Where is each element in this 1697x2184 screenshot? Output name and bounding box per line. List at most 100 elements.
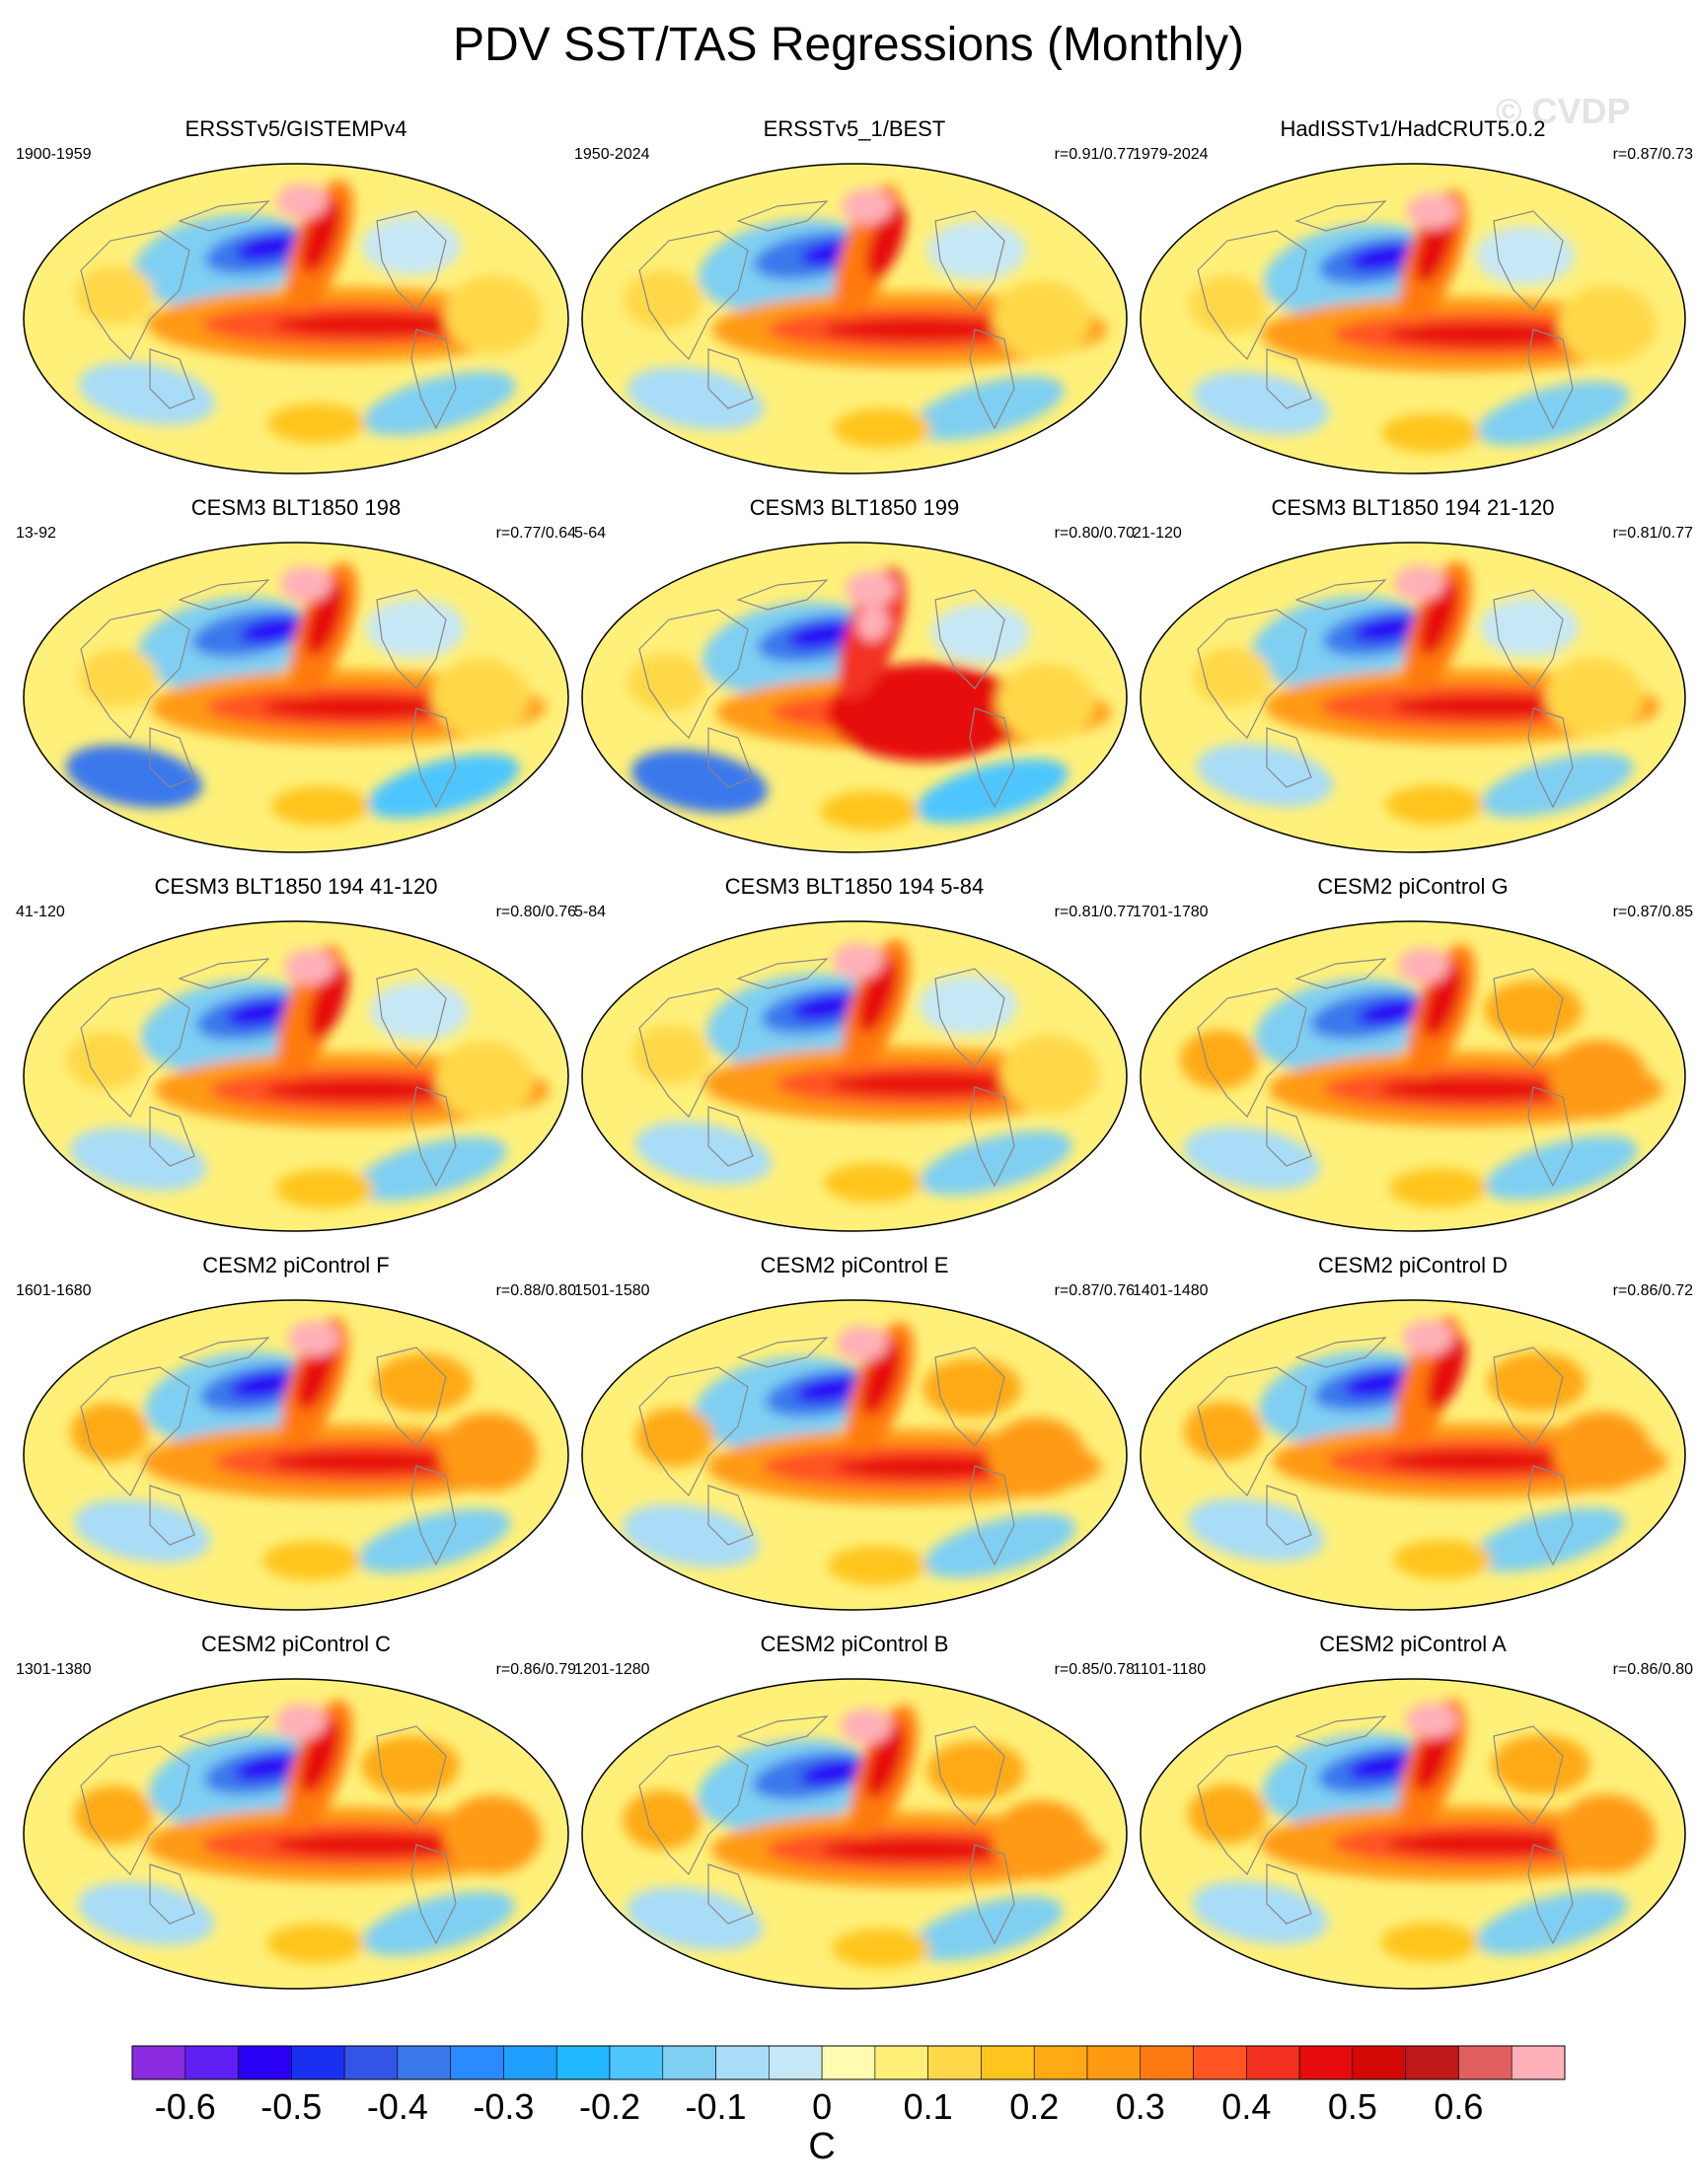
- map-panel: HadISSTv1/HadCRUT5.0.2 1979-2024 r=0.87/0.…: [1133, 116, 1693, 495]
- anomaly-region: [361, 1891, 515, 1956]
- regression-map: [23, 920, 569, 1232]
- anomaly-region: [1484, 981, 1583, 1040]
- coastline: [1493, 968, 1564, 1068]
- anomaly-region: [1480, 598, 1579, 657]
- anomaly-region: [922, 1358, 1021, 1418]
- figure-title: PDV SST/TAS Regressions (Monthly): [452, 19, 1244, 71]
- panel-title: CESM3 BLT1850 194 21-120: [1271, 495, 1555, 520]
- coastline: [638, 987, 749, 1119]
- anomaly-region: [300, 198, 341, 273]
- coastline: [1294, 1337, 1387, 1368]
- anomaly-region: [1383, 1449, 1581, 1473]
- anomaly-region: [443, 1795, 542, 1874]
- anomaly-region: [267, 403, 366, 443]
- panel-title: CESM2 piControl F: [202, 1253, 390, 1277]
- anomaly-region: [299, 1718, 340, 1793]
- panel-title: CESM3 BLT1850 194 5-84: [724, 874, 985, 899]
- map-panel: ERSSTv5_1/BEST 1950-2024 r=0.91/0.77: [574, 116, 1135, 495]
- anomaly-region: [1388, 323, 1586, 346]
- coastline: [178, 200, 270, 232]
- anomaly-region: [1557, 1794, 1656, 1873]
- map-outline: [1140, 542, 1686, 853]
- anomaly-region: [69, 1128, 207, 1191]
- anomaly-region: [1348, 1753, 1417, 1781]
- coastline: [969, 328, 1015, 430]
- anomaly-region: [366, 754, 520, 819]
- coastline: [934, 968, 1005, 1068]
- anomaly-region: [1426, 1335, 1467, 1410]
- coastline: [1294, 958, 1387, 989]
- anomaly-region: [865, 203, 907, 278]
- coastline: [736, 1715, 829, 1747]
- anomaly-region: [626, 1887, 764, 1950]
- anomaly-region: [992, 1800, 1090, 1879]
- anomaly-region: [841, 1709, 892, 1744]
- anomaly-region: [1196, 744, 1334, 807]
- anomaly-region: [74, 1785, 153, 1845]
- anomaly-region: [1193, 647, 1272, 706]
- panel-title: HadISSTv1/HadCRUT5.0.2: [1280, 116, 1546, 141]
- coastline: [149, 727, 195, 788]
- panel-title: ERSSTv5/GISTEMPv4: [184, 116, 407, 141]
- panel-title: CESM2 piControl B: [760, 1632, 949, 1656]
- coastline: [736, 1337, 829, 1368]
- map-panel: CESM3 BLT1850 194 5-84 5-84 r=0.81/0.77: [574, 874, 1135, 1253]
- coastline: [969, 707, 1015, 809]
- map-outline: [23, 1299, 569, 1611]
- anomaly-region: [1406, 1703, 1457, 1738]
- anomaly-region: [996, 663, 1095, 742]
- coastline: [1266, 1485, 1312, 1546]
- anomaly-region: [361, 1736, 460, 1795]
- anomaly-region: [295, 1336, 336, 1411]
- panel-title: ERSSTv5_1/BEST: [763, 116, 946, 141]
- coastline: [1197, 987, 1307, 1119]
- coastline: [1266, 1863, 1312, 1925]
- panel-correlation: r=0.91/0.77: [1054, 146, 1135, 163]
- anomaly-region: [1488, 1352, 1586, 1412]
- map-outline: [581, 542, 1128, 853]
- anomaly-region: [823, 318, 1020, 341]
- regression-map: [23, 542, 569, 853]
- coastline: [410, 707, 457, 809]
- coastline: [1493, 210, 1564, 311]
- anomaly-region: [833, 408, 931, 448]
- anomaly-region: [435, 1041, 534, 1120]
- anomaly-region: [1398, 948, 1449, 983]
- map-outline: [1140, 1299, 1686, 1611]
- anomaly-region: [1191, 1881, 1329, 1944]
- anomaly-region: [235, 234, 304, 261]
- panel-period: 1501-1580: [574, 1282, 650, 1299]
- anomaly-region: [820, 791, 919, 831]
- anomaly-region: [856, 958, 898, 1033]
- panel-correlation: r=0.77/0.64: [495, 525, 576, 542]
- coastline: [736, 200, 829, 232]
- coastline: [1294, 579, 1387, 611]
- anomaly-region: [927, 221, 1026, 280]
- map-panel: CESM3 BLT1850 194 41-120 41-120 r=0.80/0.7…: [16, 874, 576, 1253]
- anomaly-region: [842, 188, 893, 224]
- coastline: [707, 348, 754, 409]
- anomaly-region: [1393, 1540, 1492, 1579]
- anomaly-region: [635, 1408, 714, 1467]
- coastline: [1294, 200, 1387, 232]
- anomaly-region: [66, 1031, 145, 1090]
- anomaly-region: [931, 604, 1030, 663]
- anomaly-region: [623, 1790, 701, 1850]
- anomaly-region: [1353, 616, 1422, 643]
- anomaly-region: [922, 1513, 1076, 1578]
- panel-correlation: r=0.86/0.79: [495, 1661, 576, 1678]
- coastline: [410, 1086, 457, 1188]
- panel-period: 41-120: [16, 904, 65, 920]
- coastline: [178, 579, 270, 611]
- anomaly-region: [439, 1413, 538, 1492]
- anomaly-region: [911, 376, 1065, 441]
- regression-map: [1140, 920, 1686, 1232]
- coastline: [1493, 1725, 1564, 1826]
- anomaly-region: [1480, 753, 1634, 818]
- anomaly-region: [1402, 1320, 1453, 1355]
- anomaly-region: [1414, 208, 1455, 283]
- anomaly-region: [276, 183, 328, 219]
- anomaly-region: [70, 1403, 149, 1462]
- anomaly-region: [799, 1759, 868, 1786]
- anomaly-region: [274, 313, 472, 336]
